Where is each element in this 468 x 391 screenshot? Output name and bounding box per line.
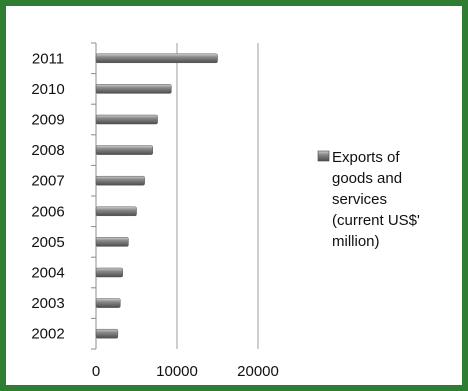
y-tick-label: 2003 <box>31 295 64 312</box>
legend-swatch <box>317 150 330 162</box>
legend: Exports of goods and services (current US$'… <box>317 149 420 250</box>
bar <box>95 267 123 278</box>
y-tick-label: 2004 <box>31 265 64 282</box>
bar <box>95 114 158 125</box>
y-tick-label: 2009 <box>31 112 64 129</box>
y-tick-label: 2005 <box>31 234 64 251</box>
bar <box>95 84 172 94</box>
y-tick-label: 2008 <box>31 142 64 159</box>
bar <box>95 328 119 339</box>
bar <box>95 53 218 64</box>
legend-label: services <box>332 191 387 208</box>
bar <box>95 206 137 217</box>
y-tick-label: 2002 <box>31 326 64 343</box>
legend-label: (current US$' <box>332 212 420 229</box>
bar <box>95 237 129 247</box>
x-tick-label: 0 <box>92 363 100 380</box>
legend-label: goods and <box>332 170 402 187</box>
y-tick-label: 2010 <box>31 81 64 98</box>
y-tick-label: 2006 <box>31 203 64 220</box>
y-tick-label: 2011 <box>32 50 64 67</box>
legend-label: million) <box>332 233 380 250</box>
bar-series <box>95 53 218 339</box>
x-tick-label: 20000 <box>237 363 279 380</box>
x-tick-label: 10000 <box>156 363 198 380</box>
bar <box>95 175 145 186</box>
legend-label: Exports of <box>332 149 400 166</box>
y-tick-label: 2007 <box>31 173 64 190</box>
gridlines <box>91 42 259 350</box>
bar <box>95 298 121 308</box>
y-axis-labels: 2011 2010 2009 2008 2007 2006 2005 2004 2003 2002 <box>31 50 64 342</box>
x-axis-labels: 0 10000 20000 <box>92 363 279 380</box>
bar <box>95 145 153 155</box>
